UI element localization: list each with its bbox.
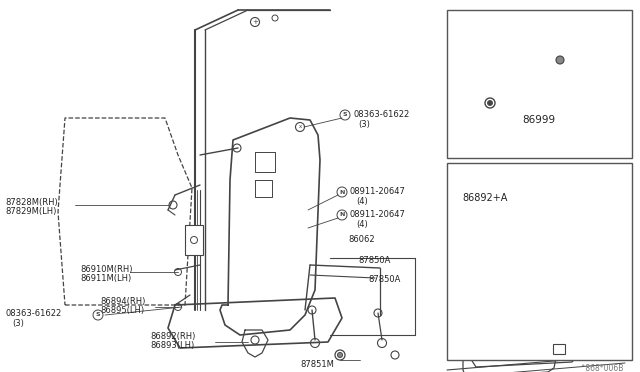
Circle shape bbox=[488, 100, 493, 106]
Text: (3): (3) bbox=[12, 319, 24, 328]
Text: 86999: 86999 bbox=[522, 115, 556, 125]
Text: (3): (3) bbox=[358, 120, 370, 129]
Text: 87829M(LH): 87829M(LH) bbox=[5, 207, 56, 216]
Text: 08363-61622: 08363-61622 bbox=[5, 309, 61, 318]
Text: 86892(RH): 86892(RH) bbox=[150, 332, 195, 341]
Text: 86892+A: 86892+A bbox=[462, 193, 508, 203]
Bar bbox=[447, 10, 632, 158]
Text: S: S bbox=[96, 312, 100, 317]
Text: x: x bbox=[298, 125, 301, 129]
Bar bbox=[553, 344, 565, 354]
Text: (4): (4) bbox=[356, 220, 368, 229]
Text: +: + bbox=[252, 19, 258, 25]
Text: (4): (4) bbox=[356, 197, 368, 206]
Text: 86893(LH): 86893(LH) bbox=[150, 341, 195, 350]
Text: 86910M(RH): 86910M(RH) bbox=[80, 265, 132, 274]
Circle shape bbox=[556, 56, 564, 64]
Text: 86894(RH): 86894(RH) bbox=[100, 297, 145, 306]
Text: 86911M(LH): 86911M(LH) bbox=[80, 274, 131, 283]
Text: 87851M: 87851M bbox=[300, 360, 334, 369]
Circle shape bbox=[337, 353, 342, 357]
Text: 87850A: 87850A bbox=[358, 256, 390, 265]
Text: 87850A: 87850A bbox=[368, 275, 401, 284]
Text: S: S bbox=[342, 112, 348, 118]
Text: N: N bbox=[339, 189, 345, 195]
Text: 86895(LH): 86895(LH) bbox=[100, 306, 144, 315]
Text: 08911-20647: 08911-20647 bbox=[350, 187, 406, 196]
Bar bbox=[447, 163, 632, 360]
Text: 86062: 86062 bbox=[348, 235, 374, 244]
Text: N: N bbox=[339, 212, 345, 218]
Text: 08911-20647: 08911-20647 bbox=[350, 210, 406, 219]
Text: 08363-61622: 08363-61622 bbox=[353, 110, 409, 119]
Bar bbox=[185, 225, 203, 255]
Text: ^868*006B: ^868*006B bbox=[580, 364, 624, 372]
Text: 87828M(RH): 87828M(RH) bbox=[5, 198, 58, 207]
